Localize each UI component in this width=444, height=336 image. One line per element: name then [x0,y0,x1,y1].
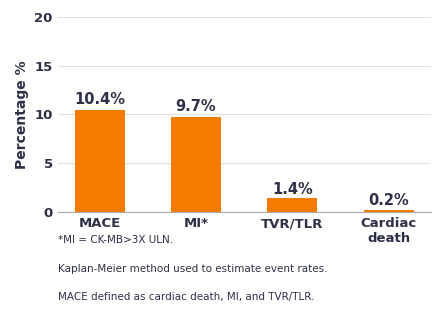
Y-axis label: Percentage %: Percentage % [15,60,29,169]
Bar [75,110,125,212]
Text: Kaplan-Meier method used to estimate event rates.: Kaplan-Meier method used to estimate eve… [58,264,327,274]
Text: *MI = CK-MB>3X ULN.: *MI = CK-MB>3X ULN. [58,235,173,245]
Text: 10.4%: 10.4% [74,92,125,108]
Text: 1.4%: 1.4% [272,181,313,197]
Text: MACE defined as cardiac death, MI, and TVR/TLR.: MACE defined as cardiac death, MI, and T… [58,292,314,302]
Bar [364,210,414,212]
Text: 0.2%: 0.2% [369,193,409,208]
Bar [267,198,317,212]
Text: 9.7%: 9.7% [176,99,216,114]
Bar [171,117,221,212]
